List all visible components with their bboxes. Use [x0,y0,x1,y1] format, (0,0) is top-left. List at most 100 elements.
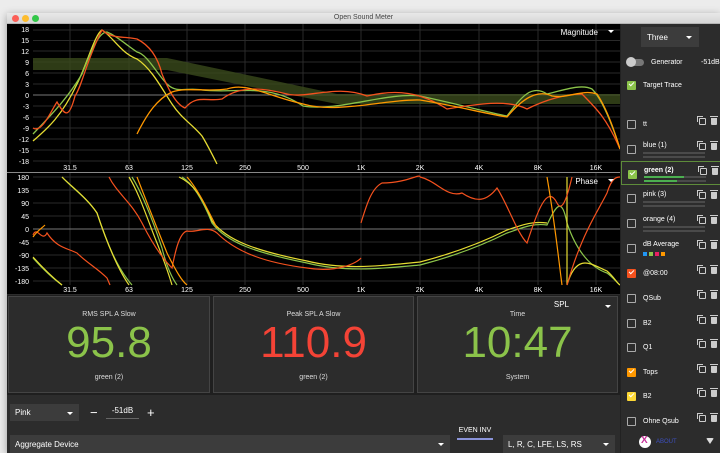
copy-icon[interactable] [697,413,706,422]
trash-icon[interactable] [710,315,718,324]
source-checkbox[interactable] [627,319,636,328]
trash-icon[interactable] [710,116,718,125]
source-item[interactable]: Tops [621,360,720,384]
generator-type-select[interactable]: Pink [10,404,79,421]
decrease-level-button[interactable]: − [90,405,98,420]
magnitude-plot-menu-icon[interactable] [608,30,614,33]
channels-select[interactable]: L, R, C, LFE, LS, RS [503,435,615,453]
meter-source: green (2) [299,374,328,381]
app-logo-icon[interactable] [639,435,651,448]
copy-icon[interactable] [697,141,706,150]
trash-icon[interactable] [710,364,718,373]
svg-text:180: 180 [17,175,29,182]
copy-icon[interactable] [697,215,706,224]
target-trace-checkbox[interactable] [627,81,636,90]
source-checkbox[interactable] [627,145,636,154]
minimize-button[interactable] [22,15,29,22]
trash-icon[interactable] [711,166,719,175]
phase-plot[interactable]: 180 135 90 45 0 -45 -90 -135 -180 31.5 63 125 250 … [7,173,620,294]
window-title: Open Sound Meter [333,14,394,21]
copy-icon[interactable] [697,265,706,274]
phase-plot-menu-icon[interactable] [608,179,614,182]
meter-source: green (2) [94,374,124,381]
source-checkbox[interactable] [627,392,636,401]
source-checkbox[interactable] [627,417,636,426]
source-item[interactable]: blue (1) [621,137,720,161]
wifi-icon[interactable] [706,438,714,444]
source-checkbox[interactable] [627,120,636,129]
copy-icon[interactable] [697,290,706,299]
zoom-button[interactable] [32,15,39,22]
copy-icon[interactable] [697,240,706,249]
plot-divider[interactable] [7,172,620,173]
svg-text:0: 0 [25,93,29,100]
source-checkbox[interactable] [627,269,636,278]
increase-level-button[interactable]: + [147,405,155,420]
source-item[interactable]: Ohne Qsub [621,409,720,433]
source-item[interactable]: pink (3) [621,186,720,210]
source-checkbox[interactable] [627,219,636,228]
source-item[interactable]: Q1 [621,335,720,359]
source-checkbox[interactable] [627,294,636,303]
time-meter[interactable]: SPL Time 10:47 System [417,296,618,393]
copy-icon[interactable] [697,190,706,199]
source-item[interactable]: B2 [621,311,720,335]
trash-icon[interactable] [710,290,718,299]
generator-level: -51dB [701,59,720,66]
source-checkbox[interactable] [627,368,636,377]
source-item[interactable]: dB Average [621,236,720,260]
trash-icon[interactable] [710,190,718,199]
svg-text:-3: -3 [23,104,29,111]
even-inv-button[interactable]: EVEN INV [457,422,493,440]
source-item[interactable]: @08:00 [621,261,720,285]
level-input[interactable]: -51dB [106,406,139,419]
device-value: Aggregate Device [15,439,79,449]
source-item[interactable]: tt [621,112,720,136]
copy-icon[interactable] [697,339,706,348]
svg-text:-12: -12 [19,137,29,144]
svg-text:18: 18 [21,27,29,34]
toggle-knob [626,57,636,67]
svg-text:-15: -15 [19,148,29,155]
meter-mode-dropdown-icon[interactable] [605,305,611,308]
device-select[interactable]: Aggregate Device [10,435,450,453]
svg-text:15: 15 [21,38,29,45]
peak-spl-meter[interactable]: Peak SPL A Slow 110.9 green (2) [213,296,414,393]
svg-text:9: 9 [25,60,29,67]
source-item-selected[interactable]: green (2) [621,161,720,185]
svg-text:1K: 1K [357,165,366,172]
svg-text:-6: -6 [23,115,29,122]
magnitude-plot[interactable]: 18 15 12 9 6 3 0 -3 -6 -9 -12 -15 -18 31.5 63 125 250… [7,24,620,172]
trash-icon[interactable] [710,339,718,348]
layout-select[interactable]: Three [641,27,699,47]
chevron-down-icon [67,411,73,415]
close-button[interactable] [12,15,19,22]
source-item[interactable]: B2 [621,384,720,408]
trash-icon[interactable] [710,413,718,422]
source-name: B2 [643,320,652,327]
trash-icon[interactable] [710,388,718,397]
source-checkbox[interactable] [627,244,636,253]
copy-icon[interactable] [697,388,706,397]
copy-icon[interactable] [698,166,707,175]
trash-icon[interactable] [710,265,718,274]
trash-icon[interactable] [710,215,718,224]
rms-spl-meter[interactable]: RMS SPL A Slow 95.8 green (2) [8,296,210,393]
target-trace-label: Target Trace [643,82,682,89]
copy-icon[interactable] [697,116,706,125]
generator-toggle[interactable] [626,57,644,67]
trash-icon[interactable] [710,240,718,249]
level-meter [643,226,705,228]
source-item[interactable]: QSub [621,286,720,310]
copy-icon[interactable] [697,315,706,324]
source-checkbox[interactable] [627,194,636,203]
source-item[interactable]: orange (4) [621,211,720,235]
about-link[interactable]: ABOUT [656,439,677,445]
color-swatch [661,252,665,256]
source-checkbox[interactable] [628,170,637,179]
source-checkbox[interactable] [627,343,636,352]
trash-icon[interactable] [710,141,718,150]
copy-icon[interactable] [697,364,706,373]
meter-mode[interactable]: SPL [553,300,569,309]
